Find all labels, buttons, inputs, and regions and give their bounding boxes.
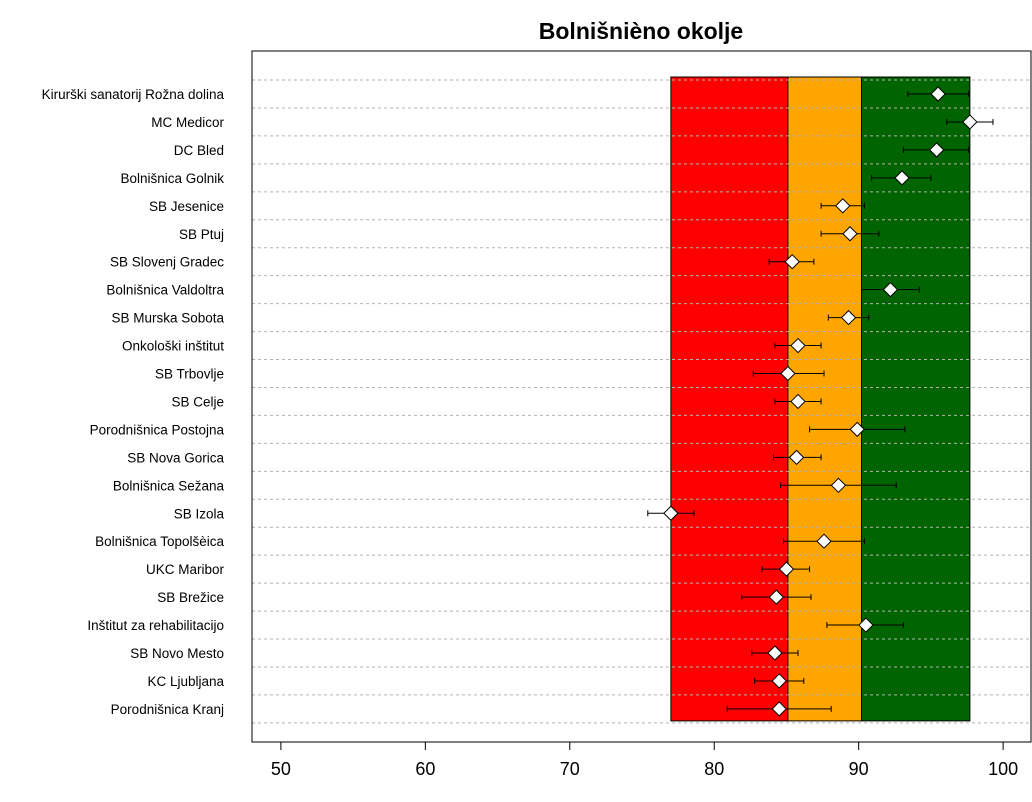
row-label: Onkološki inštitut bbox=[122, 339, 224, 354]
row-label: Porodnišnica Postojna bbox=[90, 422, 225, 437]
row-label: SB Nova Gorica bbox=[127, 450, 224, 465]
data-point bbox=[930, 86, 946, 102]
band-0 bbox=[670, 76, 789, 722]
markers-layer bbox=[663, 86, 978, 717]
data-point bbox=[894, 170, 910, 186]
x-tick-label: 80 bbox=[704, 759, 724, 779]
row-label: Bolnišnica Golnik bbox=[120, 171, 224, 186]
bands-layer bbox=[670, 76, 971, 722]
data-point bbox=[840, 309, 857, 326]
data-point bbox=[882, 281, 899, 298]
row-label: UKC Maribor bbox=[146, 562, 225, 577]
data-point bbox=[767, 645, 783, 661]
data-point bbox=[830, 477, 847, 494]
row-label: SB Jesenice bbox=[149, 199, 224, 214]
data-point bbox=[663, 505, 679, 521]
row-label: Bolnišnica Valdoltra bbox=[106, 283, 224, 298]
row-label: SB Ptuj bbox=[179, 227, 224, 242]
grid-layer bbox=[252, 79, 1031, 724]
row-label: KC Ljubljana bbox=[147, 674, 224, 689]
data-point bbox=[784, 253, 800, 270]
data-point bbox=[849, 421, 865, 438]
data-point bbox=[771, 673, 787, 689]
data-point bbox=[790, 393, 806, 410]
row-label: SB Brežice bbox=[157, 590, 224, 605]
row-label: SB Celje bbox=[171, 394, 224, 409]
row-labels-layer: Kirurški sanatorij Rožna dolina MC Medico… bbox=[42, 87, 225, 717]
data-point bbox=[788, 449, 805, 466]
data-point bbox=[778, 561, 795, 577]
plot-frame bbox=[251, 50, 1032, 743]
row-label: Bolnišnica Topolšèica bbox=[95, 534, 224, 549]
data-point bbox=[835, 198, 851, 214]
data-point bbox=[928, 142, 945, 158]
x-tick-label: 50 bbox=[271, 759, 291, 779]
data-point bbox=[768, 589, 785, 605]
row-label: Porodnišnica Kranj bbox=[111, 702, 224, 717]
row-label: Inštitut za rehabilitacijo bbox=[87, 618, 224, 633]
row-label: MC Medicor bbox=[151, 115, 224, 130]
x-tick-label: 70 bbox=[560, 759, 580, 779]
x-axis: 50 60 70 80 90 100 bbox=[271, 741, 1018, 779]
row-label: SB Izola bbox=[174, 506, 225, 521]
x-tick-label: 60 bbox=[415, 759, 435, 779]
x-tick-label: 100 bbox=[988, 759, 1018, 779]
data-point bbox=[780, 365, 796, 382]
row-label: DC Bled bbox=[174, 143, 224, 158]
data-point bbox=[771, 701, 787, 717]
data-point bbox=[790, 337, 806, 354]
row-label: SB Slovenj Gradec bbox=[110, 255, 224, 270]
chart-title: Bolnišnièno okolje bbox=[539, 18, 743, 44]
row-label: SB Murska Sobota bbox=[111, 311, 224, 326]
data-point bbox=[816, 533, 832, 549]
band-2 bbox=[861, 76, 971, 722]
row-label: SB Novo Mesto bbox=[130, 646, 224, 661]
row-label: Bolnišnica Sežana bbox=[113, 478, 225, 493]
data-point bbox=[962, 114, 978, 130]
x-tick-label: 90 bbox=[849, 759, 869, 779]
data-point bbox=[842, 226, 858, 242]
data-point bbox=[858, 617, 874, 633]
row-label: Kirurški sanatorij Rožna dolina bbox=[42, 87, 225, 102]
row-label: SB Trbovlje bbox=[155, 367, 224, 382]
